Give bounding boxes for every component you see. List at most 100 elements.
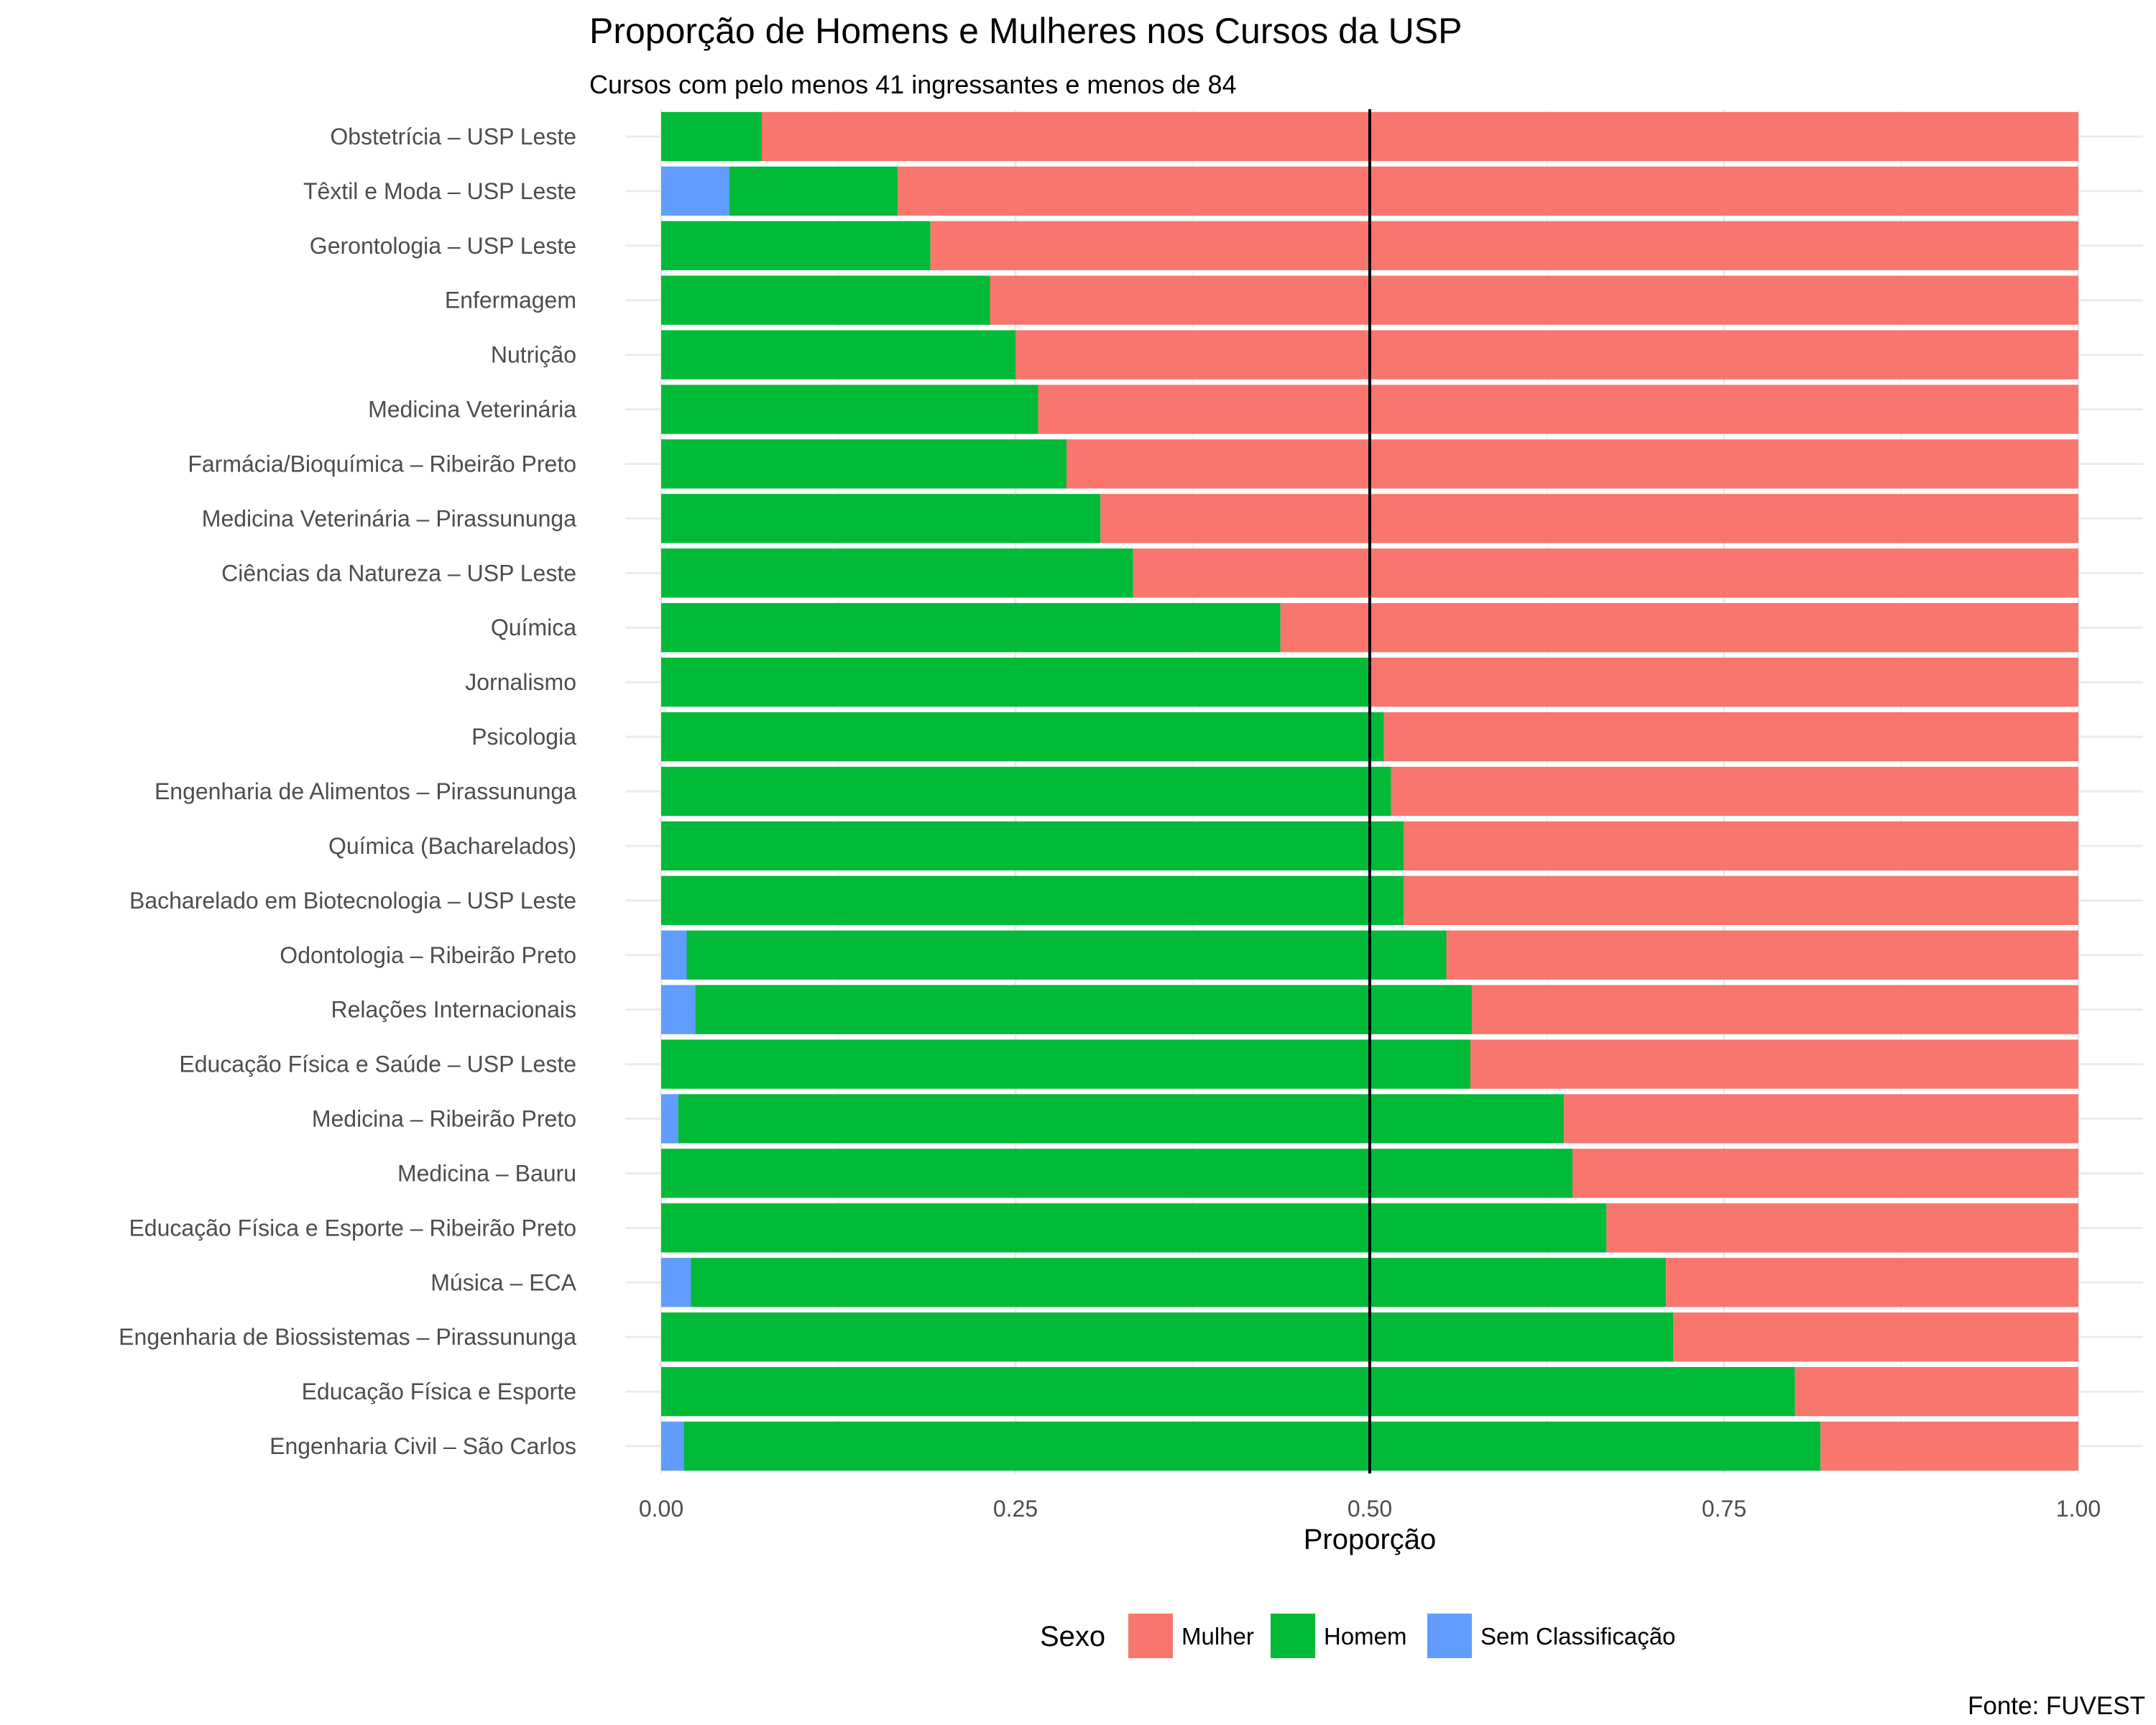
- x-tick-label: 0.75: [1702, 1496, 1746, 1522]
- bar-homem: [691, 1258, 1667, 1307]
- bar-mulher: [1391, 766, 2078, 816]
- bar-homem: [661, 1312, 1674, 1362]
- category-label: Medicina – Ribeirão Preto: [312, 1106, 576, 1132]
- bar-mulher: [1038, 385, 2078, 434]
- bar-mulher: [1572, 1149, 2078, 1198]
- category-label: Farmácia/Bioquímica – Ribeirão Preto: [188, 451, 576, 477]
- bars-group: [661, 111, 2078, 1471]
- bar-mulher: [1673, 1312, 2078, 1362]
- bar-mulher: [1370, 657, 2078, 707]
- caption-source: Fonte: FUVEST: [1968, 1692, 2145, 1720]
- legend-label: Homem: [1324, 1623, 1407, 1650]
- category-label: Medicina Veterinária: [368, 397, 576, 423]
- bar-homem: [661, 1366, 1795, 1417]
- bar-mulher: [1820, 1421, 2078, 1471]
- bar-mulher: [1666, 1258, 2078, 1307]
- bar-homem: [661, 712, 1384, 762]
- bar-homem: [661, 603, 1281, 653]
- bar-homem: [661, 111, 763, 162]
- bar-mulher: [1471, 985, 2078, 1034]
- chart-title: Proporção de Homens e Mulheres nos Curso…: [589, 11, 1462, 51]
- category-label: Ciências da Natureza – USP Leste: [221, 560, 576, 586]
- category-labels: Obstetrícia – USP Leste Têxtil e Moda – U…: [119, 124, 576, 1459]
- bar-mulher: [898, 166, 2078, 216]
- category-label: Química (Bacharelados): [328, 833, 576, 859]
- bar-mulher: [1383, 712, 2078, 762]
- bar-sem-classifica-o: [661, 930, 687, 980]
- legend: Sexo Mulher Homem Sem Classificação: [1040, 1614, 1675, 1658]
- category-label: Educação Física e Saúde – USP Leste: [179, 1052, 576, 1077]
- bar-homem: [661, 821, 1404, 871]
- category-label: Engenharia Civil – São Carlos: [270, 1433, 576, 1459]
- category-label: Têxtil e Moda – USP Leste: [303, 178, 576, 204]
- category-label: Bacharelado em Biotecnologia – USP Leste: [129, 888, 576, 914]
- category-label: Enfermagem: [445, 288, 576, 313]
- bar-sem-classifica-o: [661, 985, 696, 1034]
- category-label: Psicologia: [471, 724, 576, 750]
- category-label: Gerontologia – USP Leste: [310, 233, 576, 259]
- bar-homem: [661, 1039, 1471, 1089]
- x-tick-labels: 0.00 0.25 0.50 0.75 1.00: [639, 1496, 2101, 1522]
- bar-sem-classifica-o: [661, 166, 729, 216]
- bar-homem: [661, 657, 1370, 707]
- category-label: Relações Internacionais: [331, 997, 576, 1023]
- legend-title: Sexo: [1040, 1621, 1105, 1652]
- bar-homem: [661, 439, 1067, 489]
- bar-homem: [661, 221, 931, 270]
- chart-subtitle: Cursos com pelo menos 41 ingressantes e …: [589, 70, 1237, 99]
- category-label: Educação Física e Esporte – Ribeirão Pre…: [129, 1215, 576, 1241]
- bar-homem: [661, 494, 1101, 543]
- x-tick-label: 0.00: [639, 1496, 683, 1522]
- bar-homem: [661, 548, 1133, 598]
- category-label: Nutrição: [491, 342, 576, 368]
- category-label: Química: [491, 615, 576, 640]
- bar-mulher: [1795, 1366, 2078, 1417]
- category-label: Engenharia de Alimentos – Pirassununga: [155, 778, 576, 804]
- legend-key-sem-classifica-o: [1427, 1614, 1472, 1658]
- legend-label: Mulher: [1181, 1623, 1254, 1650]
- legend-label: Sem Classificação: [1480, 1623, 1675, 1650]
- bar-homem: [661, 275, 990, 325]
- bar-mulher: [1446, 930, 2078, 980]
- category-label: Educação Física e Esporte: [302, 1379, 576, 1404]
- category-label: Medicina Veterinária – Pirassununga: [202, 505, 576, 531]
- bar-mulher: [1100, 494, 2078, 543]
- bar-sem-classifica-o: [661, 1094, 678, 1144]
- bar-mulher: [990, 275, 2078, 325]
- bar-homem: [661, 1203, 1607, 1253]
- bar-mulher: [1404, 875, 2078, 926]
- bar-homem: [661, 385, 1038, 434]
- bar-homem: [678, 1094, 1565, 1144]
- x-tick-label: 0.25: [993, 1496, 1038, 1522]
- bar-homem: [695, 985, 1472, 1034]
- category-label: Obstetrícia – USP Leste: [330, 124, 576, 150]
- bar-homem: [683, 1421, 1821, 1471]
- category-label: Medicina – Bauru: [397, 1160, 576, 1186]
- bar-sem-classifica-o: [661, 1258, 691, 1307]
- bar-mulher: [1066, 439, 2078, 489]
- bar-homem: [661, 766, 1391, 816]
- bar-homem: [661, 1149, 1572, 1198]
- bar-mulher: [1280, 603, 2078, 653]
- bar-mulher: [1404, 821, 2078, 871]
- bar-mulher: [762, 111, 2078, 162]
- bar-homem: [686, 930, 1447, 980]
- bar-homem: [729, 166, 898, 216]
- category-label: Jornalismo: [465, 669, 576, 695]
- bar-mulher: [930, 221, 2078, 270]
- x-axis-title: Proporção: [1304, 1524, 1437, 1555]
- category-label: Música – ECA: [430, 1269, 576, 1295]
- bar-homem: [661, 875, 1404, 926]
- x-tick-label: 1.00: [2056, 1496, 2101, 1522]
- bar-sem-classifica-o: [661, 1421, 684, 1471]
- bar-mulher: [1015, 330, 2078, 380]
- category-label: Odontologia – Ribeirão Preto: [280, 942, 576, 968]
- bar-homem: [661, 330, 1015, 380]
- bar-mulher: [1133, 548, 2078, 598]
- x-tick-label: 0.50: [1348, 1496, 1392, 1522]
- bar-mulher: [1564, 1094, 2078, 1144]
- legend-key-homem: [1271, 1614, 1315, 1658]
- category-label: Engenharia de Biossistemas – Pirassunung…: [119, 1324, 576, 1350]
